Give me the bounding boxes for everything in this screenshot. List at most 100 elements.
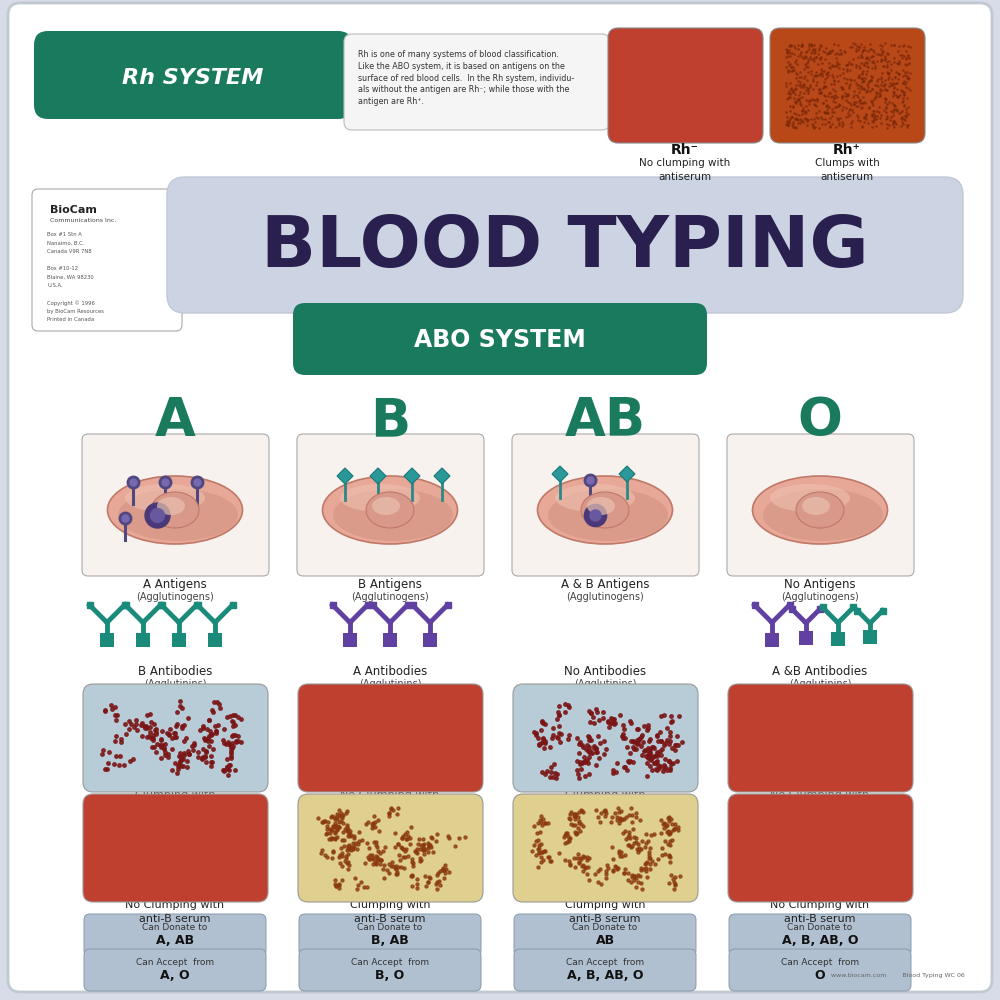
Text: Box #10-12: Box #10-12 <box>47 266 78 271</box>
Text: Box #1 Stn A: Box #1 Stn A <box>47 232 82 237</box>
Text: ABO SYSTEM: ABO SYSTEM <box>414 328 586 352</box>
FancyBboxPatch shape <box>729 914 911 956</box>
Text: No Clumping with: No Clumping with <box>125 900 225 910</box>
Text: B Antigens: B Antigens <box>358 578 422 591</box>
Text: Can Donate to: Can Donate to <box>142 923 208 932</box>
Ellipse shape <box>538 476 672 544</box>
Text: antiserum: antiserum <box>820 172 874 182</box>
Text: Can Accept  from: Can Accept from <box>781 958 859 967</box>
FancyBboxPatch shape <box>299 949 481 991</box>
FancyBboxPatch shape <box>84 914 266 956</box>
Ellipse shape <box>125 484 205 512</box>
Polygon shape <box>370 468 386 484</box>
FancyBboxPatch shape <box>727 434 914 576</box>
FancyBboxPatch shape <box>608 28 763 143</box>
FancyBboxPatch shape <box>83 684 268 792</box>
Text: B, AB: B, AB <box>371 934 409 947</box>
Text: AB: AB <box>564 395 646 447</box>
Ellipse shape <box>548 489 668 541</box>
FancyBboxPatch shape <box>34 31 352 119</box>
Text: Rh⁺: Rh⁺ <box>833 143 861 157</box>
FancyBboxPatch shape <box>167 177 963 313</box>
Text: Can Accept  from: Can Accept from <box>566 958 644 967</box>
Text: Rh⁻: Rh⁻ <box>671 143 699 157</box>
Text: Can Donate to: Can Donate to <box>787 923 853 932</box>
FancyBboxPatch shape <box>84 949 266 991</box>
Ellipse shape <box>802 497 830 515</box>
Text: A, B, AB, O: A, B, AB, O <box>782 934 858 947</box>
Bar <box>172 633 186 647</box>
FancyBboxPatch shape <box>513 794 698 902</box>
FancyBboxPatch shape <box>770 28 925 143</box>
Bar <box>863 630 877 644</box>
Ellipse shape <box>770 484 850 512</box>
Text: anti-B serum: anti-B serum <box>354 914 426 924</box>
Text: BLOOD TYPING: BLOOD TYPING <box>261 213 869 282</box>
Text: No Antigens: No Antigens <box>784 578 856 591</box>
Ellipse shape <box>118 489 238 541</box>
Text: anti-B serum: anti-B serum <box>139 914 211 924</box>
Bar <box>100 633 114 647</box>
FancyBboxPatch shape <box>299 914 481 956</box>
Ellipse shape <box>581 492 629 528</box>
Text: Communications Inc.: Communications Inc. <box>50 218 116 223</box>
Text: A, AB: A, AB <box>156 934 194 947</box>
Text: No Clumping with: No Clumping with <box>340 790 440 800</box>
Bar <box>799 631 813 645</box>
Text: (Agglutinins): (Agglutinins) <box>359 679 421 689</box>
Ellipse shape <box>333 489 453 541</box>
Ellipse shape <box>322 476 458 544</box>
Text: Rh SYSTEM: Rh SYSTEM <box>122 68 264 88</box>
Ellipse shape <box>555 484 635 512</box>
Bar <box>831 632 845 646</box>
Ellipse shape <box>366 492 414 528</box>
Text: B: B <box>370 395 410 447</box>
Text: A & B Antigens: A & B Antigens <box>561 578 649 591</box>
Polygon shape <box>434 468 450 484</box>
Bar <box>383 633 397 647</box>
Text: A &B Antibodies: A &B Antibodies <box>772 665 868 678</box>
Text: anti-B serum: anti-B serum <box>569 914 641 924</box>
Bar <box>208 633 222 647</box>
Text: (Agglutinogens): (Agglutinogens) <box>781 592 859 602</box>
Text: Clumping with: Clumping with <box>565 900 645 910</box>
Text: No Antibodies: No Antibodies <box>564 665 646 678</box>
Text: BioCam: BioCam <box>50 205 97 215</box>
Text: www.biocam.com        Blood Typing WC 06: www.biocam.com Blood Typing WC 06 <box>831 973 965 978</box>
Text: No Clumping with: No Clumping with <box>770 900 870 910</box>
FancyBboxPatch shape <box>83 794 268 902</box>
Text: Can Accept  from: Can Accept from <box>351 958 429 967</box>
Ellipse shape <box>151 492 199 528</box>
Text: Copyright © 1996: Copyright © 1996 <box>47 300 95 306</box>
FancyBboxPatch shape <box>513 684 698 792</box>
Bar <box>343 633 357 647</box>
FancyBboxPatch shape <box>729 949 911 991</box>
Text: (Agglutinins): (Agglutinins) <box>144 679 206 689</box>
Polygon shape <box>619 466 635 482</box>
Text: Clumping with: Clumping with <box>565 790 645 800</box>
Polygon shape <box>404 468 420 484</box>
Ellipse shape <box>763 489 883 541</box>
Text: Blaine, WA 98230: Blaine, WA 98230 <box>47 274 94 279</box>
Ellipse shape <box>108 476 242 544</box>
Text: B Antibodies: B Antibodies <box>138 665 212 678</box>
Ellipse shape <box>796 492 844 528</box>
FancyBboxPatch shape <box>512 434 699 576</box>
FancyBboxPatch shape <box>514 949 696 991</box>
Ellipse shape <box>157 497 185 515</box>
Text: A Antibodies: A Antibodies <box>353 665 427 678</box>
Text: No Clumping with: No Clumping with <box>770 790 870 800</box>
FancyBboxPatch shape <box>32 189 182 331</box>
Bar <box>423 633 437 647</box>
Text: anti-A serum: anti-A serum <box>139 804 211 814</box>
Text: O: O <box>798 395 842 447</box>
Text: anti-A serum: anti-A serum <box>569 804 641 814</box>
Polygon shape <box>337 468 353 484</box>
Ellipse shape <box>753 476 888 544</box>
FancyBboxPatch shape <box>344 34 610 130</box>
Text: Can Accept  from: Can Accept from <box>136 958 214 967</box>
FancyBboxPatch shape <box>728 794 913 902</box>
Text: (Agglutinins): (Agglutinins) <box>574 679 636 689</box>
Text: Canada V9R 7N8: Canada V9R 7N8 <box>47 249 92 254</box>
Text: A, O: A, O <box>160 969 190 982</box>
